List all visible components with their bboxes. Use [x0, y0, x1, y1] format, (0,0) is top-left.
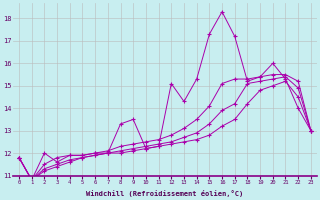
X-axis label: Windchill (Refroidissement éolien,°C): Windchill (Refroidissement éolien,°C) [86, 190, 244, 197]
